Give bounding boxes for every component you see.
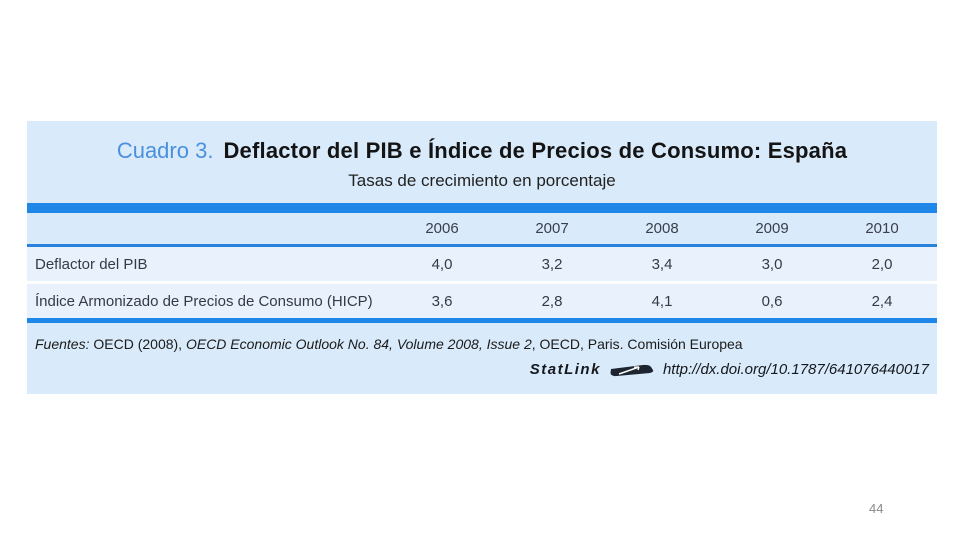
table-title-text: Deflactor del PIB e Índice de Precios de… <box>223 138 848 163</box>
sources-prefix: Fuentes: <box>35 336 90 352</box>
column-header-2007: 2007 <box>535 220 569 237</box>
cell-value: 2,4 <box>871 292 893 310</box>
sources-text-2: , OECD, Paris. Comisión Europea <box>531 336 743 352</box>
cell-value: 0,6 <box>761 292 783 310</box>
cell-value: 3,0 <box>761 255 783 273</box>
divider-bottom-thick <box>27 318 937 323</box>
divider-top-thick <box>27 203 937 213</box>
cell-value: 4,1 <box>651 292 673 310</box>
table-subtitle: Tasas de crecimiento en porcentaje <box>348 171 616 190</box>
row-label: Deflactor del PIB <box>35 255 148 273</box>
sources-text-1: OECD (2008), <box>89 336 186 352</box>
divider-under-header <box>27 244 937 247</box>
statlink-label: StatLink <box>529 361 601 378</box>
table-row-deflactor-pib: Deflactor del PIB 4,0 3,2 3,4 3,0 2,0 <box>27 247 937 281</box>
cell-value: 2,0 <box>871 255 893 273</box>
cell-value: 3,2 <box>541 255 563 273</box>
row-label: Índice Armonizado de Precios de Consumo … <box>35 292 373 310</box>
sources-publication-title: OECD Economic Outlook No. 84, Volume 200… <box>185 336 532 352</box>
column-header-2008: 2008 <box>645 220 679 237</box>
table-row-hicp: Índice Armonizado de Precios de Consumo … <box>27 284 937 318</box>
table-card: Cuadro 3. Deflactor del PIB e Índice de P… <box>27 121 937 394</box>
cell-value: 3,6 <box>431 292 453 310</box>
column-header-2006: 2006 <box>425 220 459 237</box>
column-header-2010: 2010 <box>865 220 899 237</box>
table-title: Cuadro 3. Deflactor del PIB e Índice de P… <box>27 137 937 164</box>
cell-value: 4,0 <box>431 255 453 273</box>
sources-line: Fuentes: OECD (2008), OECD Economic Outl… <box>27 336 937 352</box>
cell-value: 2,8 <box>541 292 563 310</box>
statlink-row: StatLink http://dx.doi.org/10.1787/64107… <box>27 361 937 378</box>
statlink-url-link[interactable]: http://dx.doi.org/10.1787/641076440017 <box>662 361 929 378</box>
row-separator <box>27 281 937 284</box>
table-number-label: Cuadro 3. <box>116 138 214 163</box>
page-number: 44 <box>869 501 884 516</box>
statlink-icon <box>609 363 655 377</box>
table-header-row: 2006 2007 2008 2009 2010 <box>27 213 937 244</box>
cell-value: 3,4 <box>651 255 673 273</box>
column-header-2009: 2009 <box>755 220 789 237</box>
